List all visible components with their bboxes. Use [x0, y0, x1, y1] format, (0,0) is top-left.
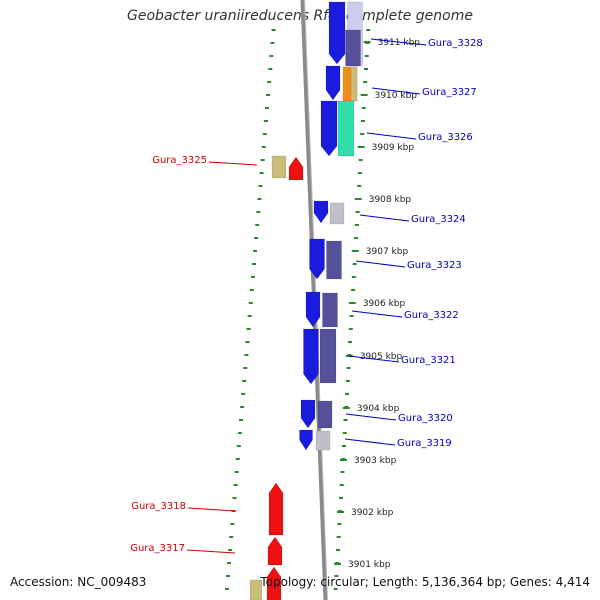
gene-label[interactable]: Gura_3319: [397, 438, 452, 449]
tick-label: 3901 kbp: [348, 560, 391, 570]
cog-block: [249, 579, 263, 600]
gene-leader-line: [208, 161, 258, 166]
cog-block: [317, 400, 333, 429]
cog-block: [326, 240, 342, 280]
tick-label: 3907 kbp: [366, 247, 409, 257]
tick-label: 3910 kbp: [375, 91, 418, 101]
gene-leader-line: [345, 413, 397, 421]
gene-leader-line: [359, 214, 410, 222]
gene-label[interactable]: Gura_3318: [131, 501, 186, 512]
gene-leader-line: [371, 87, 421, 95]
gene-label[interactable]: Gura_3320: [398, 413, 453, 424]
gene-leader-line: [370, 38, 427, 46]
gene-label[interactable]: Gura_3325: [152, 155, 207, 166]
cog-block: [322, 292, 338, 328]
forward-cds-arrow: [313, 200, 329, 224]
tick-label: 3903 kbp: [354, 456, 397, 466]
gene-label[interactable]: Gura_3317: [130, 543, 185, 554]
cog-block: [271, 155, 287, 179]
reverse-cds-arrow: [268, 482, 284, 536]
reverse-cds-arrow: [266, 566, 282, 600]
gene-leader-line: [348, 355, 400, 363]
reverse-cds-arrow: [288, 156, 304, 181]
forward-cds-arrow: [303, 328, 319, 385]
tick-label: 3911 kbp: [378, 38, 421, 48]
map-title: Geobacter uraniireducens Rf4, complete g…: [127, 8, 473, 24]
forward-cds-arrow: [328, 1, 346, 65]
forward-cds-arrow: [325, 65, 341, 101]
cog-block: [350, 66, 358, 102]
cog-block: [315, 430, 331, 451]
gene-label[interactable]: Gura_3328: [428, 38, 483, 49]
gene-label[interactable]: Gura_3324: [411, 214, 466, 225]
gene-label[interactable]: Gura_3322: [404, 310, 459, 321]
cog-block: [345, 29, 361, 67]
forward-cds-arrow: [309, 238, 325, 280]
gene-label[interactable]: Gura_3326: [418, 132, 473, 143]
tick-label: 3905 kbp: [360, 352, 403, 362]
forward-cds-arrow: [320, 100, 338, 157]
cog-block: [319, 328, 337, 384]
tick-label: 3908 kbp: [369, 195, 412, 205]
gene-leader-line: [366, 132, 417, 140]
genome-summary-text: Topology: circular; Length: 5,136,364 bp…: [260, 575, 590, 589]
forward-cds-arrow: [300, 399, 316, 429]
forward-cds-arrow: [305, 291, 321, 328]
gene-leader-line: [351, 310, 403, 318]
tick-label: 3906 kbp: [363, 299, 406, 309]
tick-label: 3904 kbp: [357, 404, 400, 414]
accession-text: Accession: NC_009483: [10, 575, 147, 589]
gene-leader-line: [186, 549, 236, 554]
reverse-cds-arrow: [267, 536, 283, 566]
cog-block: [329, 202, 345, 225]
forward-cds-arrow: [299, 429, 313, 451]
gene-label[interactable]: Gura_3321: [401, 355, 456, 366]
gene-leader-line: [187, 507, 237, 512]
tick-label: 3902 kbp: [351, 508, 394, 518]
gene-leader-line: [344, 438, 396, 446]
gene-leader-line: [355, 260, 406, 268]
cog-block: [337, 100, 355, 157]
gene-label[interactable]: Gura_3323: [407, 260, 462, 271]
gene-label[interactable]: Gura_3327: [422, 87, 477, 98]
tick-label: 3909 kbp: [372, 143, 415, 153]
